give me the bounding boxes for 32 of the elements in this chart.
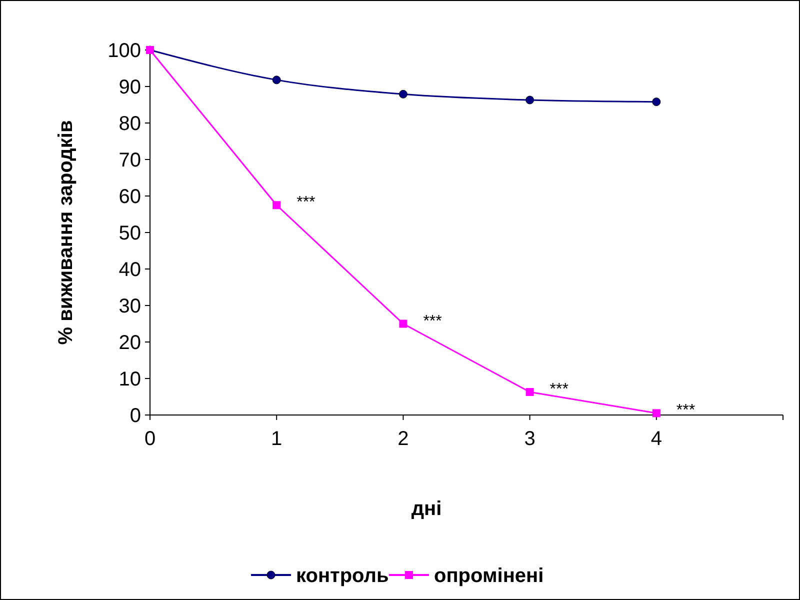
annotation: ***	[676, 402, 696, 420]
point	[272, 201, 281, 210]
annotation: ***	[423, 312, 442, 330]
y-tick-label: 30	[118, 296, 141, 318]
annotation: ***	[296, 194, 316, 212]
point	[526, 96, 534, 104]
y-tick-label: 80	[118, 113, 141, 135]
point	[652, 98, 661, 106]
y-tick-label: 70	[118, 150, 141, 172]
point	[652, 409, 660, 418]
point	[398, 90, 408, 98]
point	[526, 388, 534, 396]
y-tick-label: 10	[118, 368, 141, 390]
legend-label: опромінені	[434, 565, 544, 587]
x-axis-title: дні	[411, 498, 442, 520]
y-tick-label: 100	[108, 40, 141, 62]
x-tick-label: 1	[271, 428, 282, 450]
point	[399, 320, 408, 328]
y-tick-label: 50	[118, 222, 141, 244]
x-tick-label: 3	[524, 428, 536, 450]
y-axis-title: % виживання зародків	[55, 120, 77, 345]
y-tick-label: 90	[118, 76, 141, 98]
y-tick-label: 20	[118, 332, 141, 354]
point	[272, 76, 281, 84]
x-tick-label: 4	[650, 428, 662, 450]
x-tick-label: 0	[144, 428, 156, 450]
annotation: ***	[550, 381, 568, 398]
y-tick-label: 60	[118, 186, 141, 208]
y-tick-label: 0	[130, 405, 141, 427]
y-tick-label: 40	[118, 259, 141, 281]
legend-label: контроль	[296, 565, 389, 587]
x-tick-label: 2	[398, 428, 409, 450]
